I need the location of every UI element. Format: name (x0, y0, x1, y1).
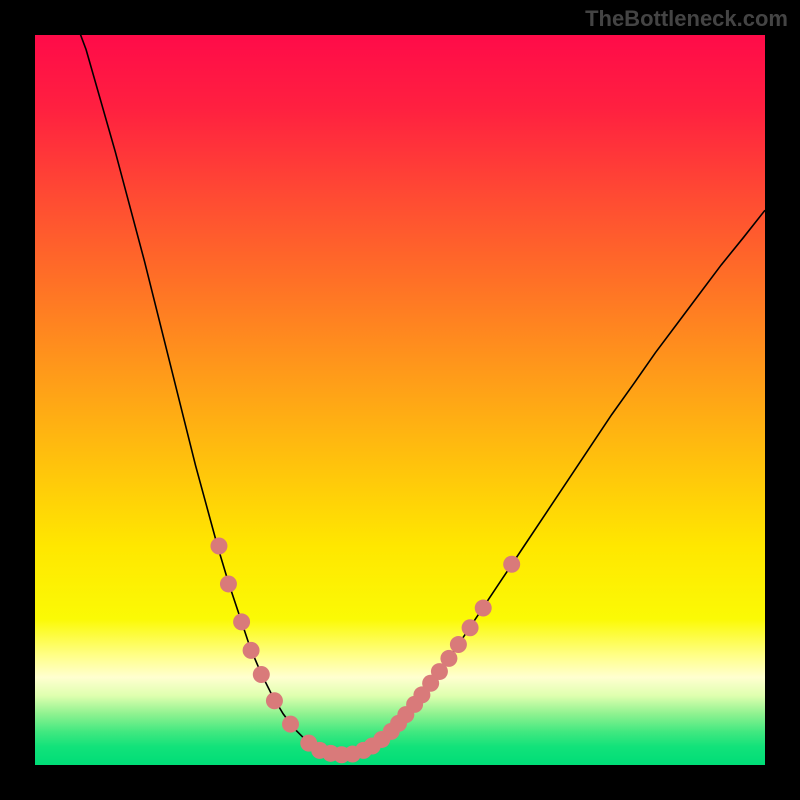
bottleneck-curve (75, 20, 765, 754)
scatter-point (233, 613, 250, 630)
plot-area (35, 35, 765, 765)
scatter-point (475, 600, 492, 617)
scatter-point (220, 575, 237, 592)
scatter-point (266, 692, 283, 709)
scatter-points (210, 538, 520, 764)
scatter-point (450, 636, 467, 653)
scatter-point (282, 716, 299, 733)
watermark-text: TheBottleneck.com (585, 6, 788, 32)
scatter-point (503, 556, 520, 573)
scatter-point (440, 650, 457, 667)
scatter-point (243, 642, 260, 659)
chart-svg (35, 35, 765, 765)
scatter-point (462, 619, 479, 636)
scatter-point (210, 538, 227, 555)
scatter-point (253, 666, 270, 683)
